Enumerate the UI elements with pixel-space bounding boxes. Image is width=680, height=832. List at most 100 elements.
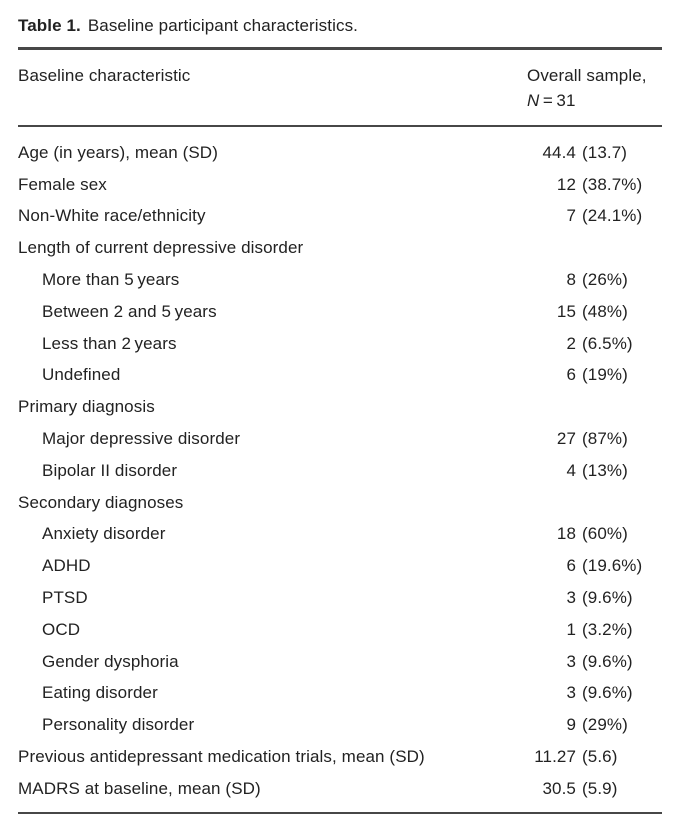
row-value: 8 (26%)	[522, 264, 662, 296]
header-overall-sample-line1: Overall sample,	[527, 65, 647, 85]
row-characteristic-label: Major depressive disorder	[42, 429, 241, 449]
row-value: 9 (29%)	[522, 709, 662, 741]
row-value: 12 (38.7%)	[522, 169, 662, 201]
row-value-parenthetical: (13.7)	[582, 142, 628, 162]
row-value-number: 6	[566, 556, 576, 576]
row-value-number: 1	[566, 619, 576, 639]
table-row: Personality disorder 9 (29%)	[18, 709, 662, 741]
row-characteristic-label: OCD	[42, 619, 81, 639]
row-value-number: 11.27	[534, 747, 576, 767]
row-value: 11.27 (5.6)	[522, 741, 662, 773]
table-row: Anxiety disorder 18 (60%)	[18, 519, 662, 551]
table-row: ADHD 6 (19.6%)	[18, 550, 662, 582]
row-value-number: 2	[566, 333, 576, 353]
table-row: PTSD 3 (9.6%)	[18, 582, 662, 614]
row-value-number: 4	[566, 460, 576, 480]
table-row: Age (in years), mean (SD) 44.4 (13.7)	[18, 137, 662, 169]
row-value: 27 (87%)	[522, 423, 662, 455]
table-number-label: Table 1.	[18, 16, 81, 35]
table-row: Undefined 6 (19%)	[18, 360, 662, 392]
table-row: Major depressive disorder 27 (87%)	[18, 423, 662, 455]
row-value-number: 8	[566, 270, 576, 290]
row-value-parenthetical: (19.6%)	[582, 556, 643, 576]
row-value-number: 27	[556, 429, 576, 449]
row-value: 4 (13%)	[522, 455, 662, 487]
row-value-parenthetical: (3.2%)	[582, 619, 633, 639]
row-value: 3 (9.6%)	[522, 678, 662, 710]
table-body: Age (in years), mean (SD) 44.4 (13.7) Fem…	[18, 127, 662, 805]
header-baseline-characteristic: Baseline characteristic	[18, 65, 191, 85]
row-value: 2 (6.5%)	[522, 328, 662, 360]
row-characteristic-label: Previous antidepressant medication trial…	[18, 747, 425, 767]
table-row: Eating disorder 3 (9.6%)	[18, 678, 662, 710]
row-value-parenthetical: (19%)	[582, 365, 628, 385]
row-value	[522, 487, 662, 519]
row-value-parenthetical: (9.6%)	[582, 588, 633, 608]
row-value-number: 3	[566, 588, 576, 608]
row-value-parenthetical: (9.6%)	[582, 683, 633, 703]
table-row: MADRS at baseline, mean (SD) 30.5 (5.9)	[18, 773, 662, 805]
row-characteristic-label: Less than 2 years	[42, 333, 177, 353]
row-characteristic-label: Gender dysphoria	[42, 651, 179, 671]
row-characteristic-label: Age (in years), mean (SD)	[18, 142, 218, 162]
row-value-parenthetical: (26%)	[582, 270, 628, 290]
row-characteristic-label: ADHD	[42, 556, 91, 576]
row-value-parenthetical: (60%)	[582, 524, 628, 544]
top-rule	[18, 47, 662, 50]
row-value-number: 12	[556, 174, 576, 194]
row-value: 1 (3.2%)	[522, 614, 662, 646]
table-row: Secondary diagnoses	[18, 487, 662, 519]
row-value: 30.5 (5.9)	[522, 773, 662, 805]
row-value-parenthetical: (5.6)	[582, 747, 618, 767]
row-characteristic-label: Personality disorder	[42, 715, 195, 735]
row-value-number: 3	[566, 651, 576, 671]
bottom-rule	[18, 811, 662, 815]
row-value-parenthetical: (87%)	[582, 429, 628, 449]
row-value-parenthetical: (13%)	[582, 460, 628, 480]
row-value: 44.4 (13.7)	[522, 137, 662, 169]
row-value-number: 9	[566, 715, 576, 735]
row-value-number: 7	[566, 206, 576, 226]
table-row: Female sex 12 (38.7%)	[18, 169, 662, 201]
row-value-parenthetical: (9.6%)	[582, 651, 633, 671]
header-rule	[18, 125, 662, 127]
row-value: 7 (24.1%)	[522, 201, 662, 233]
table-row: Bipolar II disorder 4 (13%)	[18, 455, 662, 487]
row-value: 3 (9.6%)	[522, 582, 662, 614]
row-characteristic-label: Primary diagnosis	[18, 397, 155, 417]
row-characteristic-label: Between 2 and 5 years	[42, 301, 217, 321]
row-value: 6 (19%)	[522, 360, 662, 392]
row-characteristic-label: Non-White race/ethnicity	[18, 206, 206, 226]
row-value: 15 (48%)	[522, 296, 662, 328]
row-characteristic-label: More than 5 years	[42, 270, 180, 290]
table-row: More than 5 years 8 (26%)	[18, 264, 662, 296]
row-characteristic-label: PTSD	[42, 588, 88, 608]
row-value-number: 3	[566, 683, 576, 703]
row-value-number: 30.5	[542, 778, 576, 798]
table-row: Primary diagnosis	[18, 391, 662, 423]
row-value	[522, 391, 662, 423]
row-value-parenthetical: (5.9)	[582, 778, 618, 798]
row-characteristic-label: Female sex	[18, 174, 107, 194]
row-value-number: 18	[556, 524, 576, 544]
row-characteristic-label: Secondary diagnoses	[18, 492, 184, 512]
table-row: Length of current depressive disorder	[18, 232, 662, 264]
row-characteristic-label: Anxiety disorder	[42, 524, 166, 544]
table-row: Less than 2 years 2 (6.5%)	[18, 328, 662, 360]
table-caption: Table 1. Baseline participant characteris…	[18, 0, 662, 38]
table-row: Previous antidepressant medication trial…	[18, 741, 662, 773]
n-symbol: N	[527, 90, 540, 110]
row-value-parenthetical: (48%)	[582, 301, 628, 321]
row-characteristic-label: Bipolar II disorder	[42, 460, 178, 480]
table-row: Between 2 and 5 years 15 (48%)	[18, 296, 662, 328]
row-characteristic-label: MADRS at baseline, mean (SD)	[18, 778, 261, 798]
table-header-row: Baseline characteristic Overall sample, …	[18, 50, 662, 126]
row-value	[522, 232, 662, 264]
row-value: 6 (19.6%)	[522, 550, 662, 582]
table-row: Non-White race/ethnicity 7 (24.1%)	[18, 201, 662, 233]
row-value-parenthetical: (24.1%)	[582, 206, 643, 226]
row-value-number: 6	[566, 365, 576, 385]
row-value-number: 15	[556, 301, 576, 321]
table-row: Gender dysphoria 3 (9.6%)	[18, 646, 662, 678]
row-value-number: 44.4	[542, 142, 576, 162]
